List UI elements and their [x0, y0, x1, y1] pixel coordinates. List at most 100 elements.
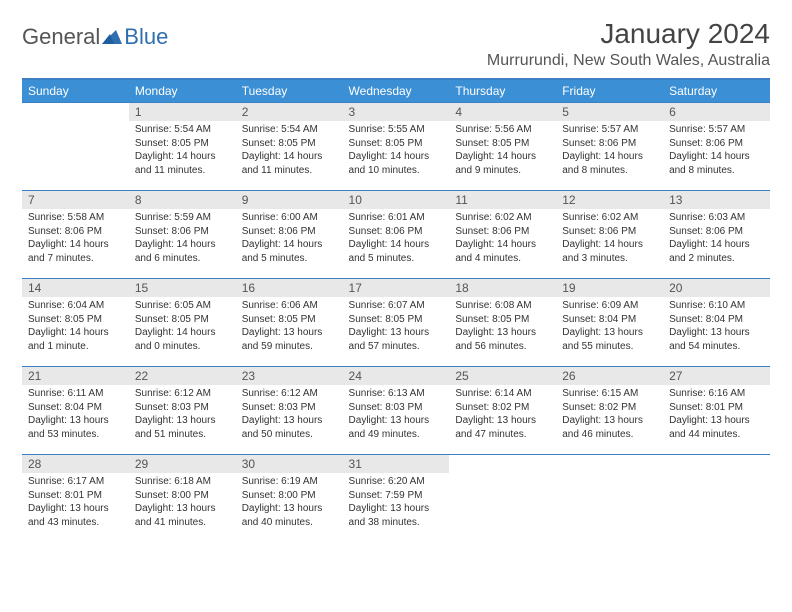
day-number: 7	[22, 191, 129, 209]
daylight-text-1: Daylight: 14 hours	[242, 238, 337, 252]
calendar-cell: 23Sunrise: 6:12 AMSunset: 8:03 PMDayligh…	[236, 367, 343, 455]
calendar-cell: 10Sunrise: 6:01 AMSunset: 8:06 PMDayligh…	[343, 191, 450, 279]
sunset-text: Sunset: 8:00 PM	[242, 489, 337, 503]
daylight-text-1: Daylight: 13 hours	[669, 326, 764, 340]
calendar-cell: 6Sunrise: 5:57 AMSunset: 8:06 PMDaylight…	[663, 103, 770, 191]
daylight-text-2: and 4 minutes.	[455, 252, 550, 266]
sunset-text: Sunset: 8:05 PM	[28, 313, 123, 327]
day-number: 13	[663, 191, 770, 209]
sunrise-text: Sunrise: 6:18 AM	[135, 475, 230, 489]
sunset-text: Sunset: 8:06 PM	[349, 225, 444, 239]
day-number: 21	[22, 367, 129, 385]
logo: General Blue	[22, 18, 168, 50]
day-content: Sunrise: 6:20 AMSunset: 7:59 PMDaylight:…	[343, 473, 450, 533]
sunset-text: Sunset: 8:03 PM	[349, 401, 444, 415]
daylight-text-2: and 6 minutes.	[135, 252, 230, 266]
day-number: 12	[556, 191, 663, 209]
calendar-cell: 1Sunrise: 5:54 AMSunset: 8:05 PMDaylight…	[129, 103, 236, 191]
sunset-text: Sunset: 7:59 PM	[349, 489, 444, 503]
daylight-text-1: Daylight: 13 hours	[349, 326, 444, 340]
day-content: Sunrise: 5:54 AMSunset: 8:05 PMDaylight:…	[129, 121, 236, 181]
day-number: 23	[236, 367, 343, 385]
sunset-text: Sunset: 8:05 PM	[242, 137, 337, 151]
header: General Blue January 2024 Murrurundi, Ne…	[22, 18, 770, 70]
title-block: January 2024 Murrurundi, New South Wales…	[487, 18, 770, 70]
sunset-text: Sunset: 8:04 PM	[669, 313, 764, 327]
day-content: Sunrise: 6:12 AMSunset: 8:03 PMDaylight:…	[129, 385, 236, 445]
daylight-text-1: Daylight: 14 hours	[242, 150, 337, 164]
day-content: Sunrise: 6:00 AMSunset: 8:06 PMDaylight:…	[236, 209, 343, 269]
sunrise-text: Sunrise: 6:05 AM	[135, 299, 230, 313]
daylight-text-2: and 53 minutes.	[28, 428, 123, 442]
calendar-cell: 20Sunrise: 6:10 AMSunset: 8:04 PMDayligh…	[663, 279, 770, 367]
daylight-text-2: and 8 minutes.	[562, 164, 657, 178]
calendar-cell: 14Sunrise: 6:04 AMSunset: 8:05 PMDayligh…	[22, 279, 129, 367]
sunrise-text: Sunrise: 6:13 AM	[349, 387, 444, 401]
daylight-text-1: Daylight: 14 hours	[562, 150, 657, 164]
sunset-text: Sunset: 8:04 PM	[562, 313, 657, 327]
daylight-text-1: Daylight: 14 hours	[669, 150, 764, 164]
day-number: 27	[663, 367, 770, 385]
day-number: 14	[22, 279, 129, 297]
sunrise-text: Sunrise: 6:20 AM	[349, 475, 444, 489]
calendar-cell: 31Sunrise: 6:20 AMSunset: 7:59 PMDayligh…	[343, 455, 450, 543]
daylight-text-2: and 51 minutes.	[135, 428, 230, 442]
location-text: Murrurundi, New South Wales, Australia	[487, 52, 770, 70]
sunrise-text: Sunrise: 5:59 AM	[135, 211, 230, 225]
calendar-table: Sunday Monday Tuesday Wednesday Thursday…	[22, 78, 770, 543]
daylight-text-1: Daylight: 13 hours	[669, 414, 764, 428]
sunset-text: Sunset: 8:05 PM	[135, 313, 230, 327]
sunrise-text: Sunrise: 6:16 AM	[669, 387, 764, 401]
sunset-text: Sunset: 8:04 PM	[28, 401, 123, 415]
sunrise-text: Sunrise: 6:02 AM	[562, 211, 657, 225]
sunset-text: Sunset: 8:06 PM	[562, 225, 657, 239]
daylight-text-1: Daylight: 13 hours	[242, 414, 337, 428]
sunrise-text: Sunrise: 6:19 AM	[242, 475, 337, 489]
daylight-text-1: Daylight: 13 hours	[562, 326, 657, 340]
daylight-text-2: and 2 minutes.	[669, 252, 764, 266]
day-content: Sunrise: 6:12 AMSunset: 8:03 PMDaylight:…	[236, 385, 343, 445]
day-number: 11	[449, 191, 556, 209]
sunrise-text: Sunrise: 5:57 AM	[669, 123, 764, 137]
daylight-text-1: Daylight: 14 hours	[135, 238, 230, 252]
day-content: Sunrise: 6:06 AMSunset: 8:05 PMDaylight:…	[236, 297, 343, 357]
sunrise-text: Sunrise: 6:11 AM	[28, 387, 123, 401]
day-number: 19	[556, 279, 663, 297]
sunrise-text: Sunrise: 6:12 AM	[135, 387, 230, 401]
daylight-text-2: and 0 minutes.	[135, 340, 230, 354]
day-number: 6	[663, 103, 770, 121]
calendar-row: .1Sunrise: 5:54 AMSunset: 8:05 PMDayligh…	[22, 103, 770, 191]
daylight-text-2: and 50 minutes.	[242, 428, 337, 442]
day-number: 30	[236, 455, 343, 473]
sunrise-text: Sunrise: 6:08 AM	[455, 299, 550, 313]
day-content: Sunrise: 5:57 AMSunset: 8:06 PMDaylight:…	[663, 121, 770, 181]
calendar-cell: .	[663, 455, 770, 543]
day-number: 17	[343, 279, 450, 297]
day-number: 5	[556, 103, 663, 121]
day-content: Sunrise: 6:08 AMSunset: 8:05 PMDaylight:…	[449, 297, 556, 357]
day-content: Sunrise: 5:56 AMSunset: 8:05 PMDaylight:…	[449, 121, 556, 181]
header-wed: Wednesday	[343, 79, 450, 103]
day-content: Sunrise: 6:04 AMSunset: 8:05 PMDaylight:…	[22, 297, 129, 357]
sunset-text: Sunset: 8:01 PM	[28, 489, 123, 503]
day-content: Sunrise: 5:58 AMSunset: 8:06 PMDaylight:…	[22, 209, 129, 269]
daylight-text-2: and 43 minutes.	[28, 516, 123, 530]
calendar-cell: 5Sunrise: 5:57 AMSunset: 8:06 PMDaylight…	[556, 103, 663, 191]
sunset-text: Sunset: 8:05 PM	[242, 313, 337, 327]
day-content: Sunrise: 6:02 AMSunset: 8:06 PMDaylight:…	[449, 209, 556, 269]
daylight-text-1: Daylight: 14 hours	[455, 150, 550, 164]
day-content: Sunrise: 6:01 AMSunset: 8:06 PMDaylight:…	[343, 209, 450, 269]
calendar-cell: 19Sunrise: 6:09 AMSunset: 8:04 PMDayligh…	[556, 279, 663, 367]
day-content: Sunrise: 6:10 AMSunset: 8:04 PMDaylight:…	[663, 297, 770, 357]
calendar-cell: 16Sunrise: 6:06 AMSunset: 8:05 PMDayligh…	[236, 279, 343, 367]
day-content: Sunrise: 6:09 AMSunset: 8:04 PMDaylight:…	[556, 297, 663, 357]
calendar-cell: 28Sunrise: 6:17 AMSunset: 8:01 PMDayligh…	[22, 455, 129, 543]
calendar-cell: 13Sunrise: 6:03 AMSunset: 8:06 PMDayligh…	[663, 191, 770, 279]
day-content: Sunrise: 6:07 AMSunset: 8:05 PMDaylight:…	[343, 297, 450, 357]
sunset-text: Sunset: 8:05 PM	[349, 137, 444, 151]
sunset-text: Sunset: 8:05 PM	[455, 313, 550, 327]
sunset-text: Sunset: 8:06 PM	[242, 225, 337, 239]
sunrise-text: Sunrise: 6:02 AM	[455, 211, 550, 225]
day-number: 8	[129, 191, 236, 209]
daylight-text-2: and 56 minutes.	[455, 340, 550, 354]
